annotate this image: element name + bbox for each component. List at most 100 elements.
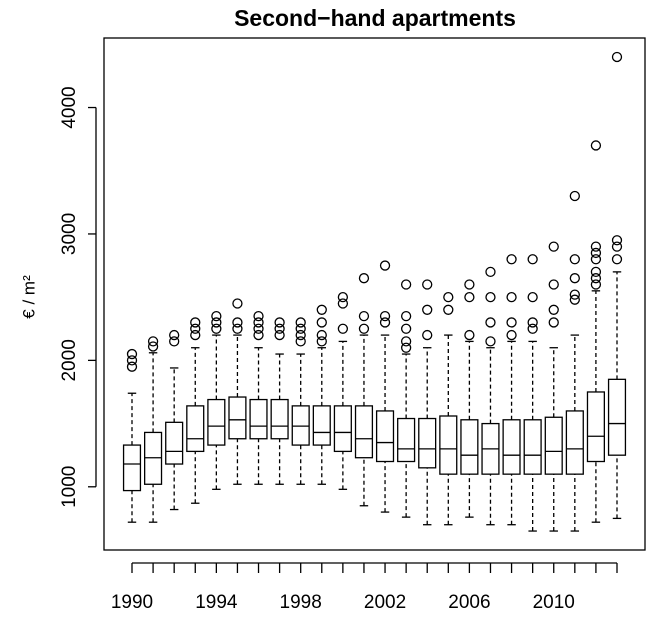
outlier	[400, 336, 412, 347]
outlier	[379, 310, 391, 322]
outlier	[422, 279, 433, 290]
chart-title: Second−hand apartments	[234, 5, 516, 31]
outlier	[358, 310, 370, 322]
box	[249, 398, 268, 440]
outlier	[274, 323, 285, 334]
box	[186, 405, 205, 453]
box	[375, 410, 395, 463]
outlier	[232, 317, 243, 328]
outlier	[400, 279, 412, 290]
outlier	[379, 260, 391, 271]
outlier	[506, 254, 517, 265]
outlier	[590, 247, 602, 259]
outlier	[400, 342, 412, 353]
outlier	[316, 336, 327, 347]
outlier	[274, 317, 285, 328]
box	[544, 416, 563, 475]
outlier	[569, 254, 580, 265]
y-tick-label: 2000	[59, 339, 80, 381]
outlier	[190, 323, 201, 334]
outlier	[190, 329, 201, 341]
outlier	[126, 361, 138, 372]
outlier	[611, 235, 623, 246]
plot-frame	[103, 37, 646, 551]
outlier	[337, 298, 349, 309]
outlier	[590, 140, 602, 151]
outlier	[485, 266, 496, 278]
x-tick-label: 1998	[280, 592, 322, 613]
outlier	[295, 336, 306, 347]
box	[586, 391, 605, 463]
box	[502, 419, 521, 475]
outlier	[548, 317, 559, 328]
x-tick-label: 2002	[364, 592, 406, 613]
outlier	[569, 289, 580, 300]
y-tick-label: 4000	[59, 86, 80, 128]
outlier	[464, 292, 475, 303]
outlier	[527, 317, 538, 328]
outlier	[527, 323, 538, 334]
outlier	[400, 310, 412, 322]
outlier	[253, 317, 264, 328]
outlier	[126, 348, 138, 360]
outlier	[147, 336, 159, 347]
outlier	[611, 51, 623, 63]
x-tick-label: 1990	[111, 592, 153, 613]
outlier	[295, 329, 306, 341]
y-tick-label: 1000	[59, 466, 80, 508]
box	[565, 410, 584, 475]
outlier	[274, 329, 285, 341]
box	[439, 415, 458, 475]
box	[122, 444, 142, 492]
box	[607, 378, 627, 456]
outlier	[295, 317, 306, 328]
outlier	[422, 304, 433, 315]
outlier	[316, 329, 327, 341]
outlier	[569, 273, 580, 284]
outlier	[253, 323, 264, 334]
outlier	[569, 190, 580, 202]
y-axis-label: € / m²	[19, 275, 38, 319]
outlier	[485, 292, 496, 303]
outlier	[422, 329, 433, 341]
box	[460, 419, 479, 475]
outlier	[485, 317, 496, 328]
box	[228, 396, 247, 440]
outlier	[379, 317, 391, 328]
outlier	[548, 304, 559, 315]
outlier	[590, 273, 602, 284]
box	[165, 421, 184, 465]
box	[312, 405, 331, 446]
outlier	[337, 292, 349, 303]
outlier	[232, 298, 243, 309]
box	[333, 405, 352, 453]
outlier	[253, 310, 264, 322]
box	[354, 405, 374, 459]
outlier	[506, 292, 517, 303]
outlier	[443, 304, 454, 315]
outlier	[337, 323, 349, 334]
outlier	[590, 241, 602, 252]
outlier	[548, 279, 559, 290]
x-tick-label: 1994	[195, 592, 238, 613]
outlier	[506, 329, 517, 341]
outlier	[590, 279, 602, 290]
box	[523, 419, 542, 475]
outlier	[295, 323, 306, 334]
box	[397, 417, 416, 463]
y-tick-label: 3000	[59, 213, 80, 255]
outlier	[548, 241, 559, 252]
outlier	[443, 292, 454, 303]
outlier	[464, 279, 475, 290]
outlier	[190, 317, 201, 328]
x-tick-label: 2010	[533, 592, 575, 613]
outlier	[253, 329, 264, 341]
outlier	[527, 254, 538, 265]
x-tick-label: 2006	[448, 592, 490, 613]
outlier	[358, 273, 370, 284]
box	[270, 398, 289, 440]
outlier	[358, 323, 370, 334]
outlier	[147, 341, 159, 352]
